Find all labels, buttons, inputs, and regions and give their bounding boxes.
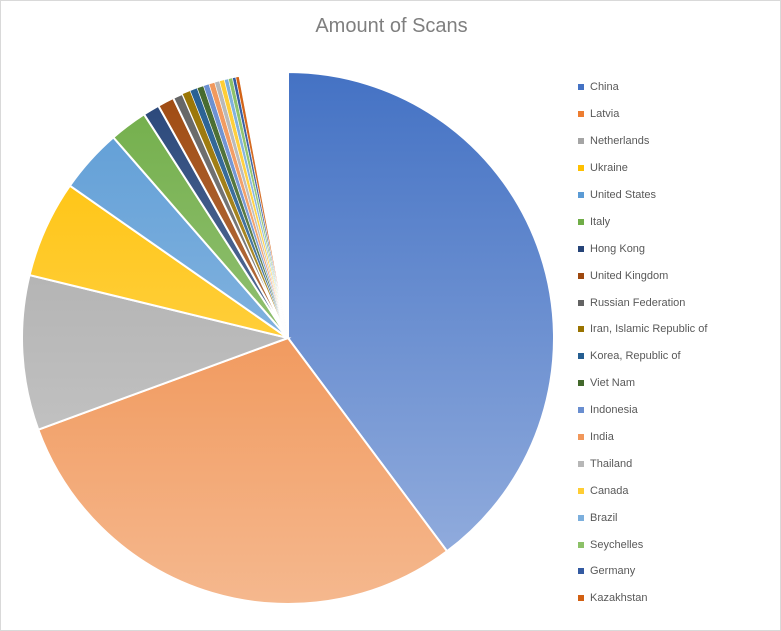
legend-label: China: [590, 81, 619, 94]
legend-swatch: [578, 84, 584, 91]
legend-label: Thailand: [590, 457, 633, 470]
legend-item-viet-nam: Viet Nam: [574, 370, 774, 397]
legend-item-iran-islamic-republic-of: Iran, Islamic Republic of: [574, 316, 774, 343]
legend-label: Viet Nam: [590, 377, 636, 390]
legend-item-thailand: Thailand: [574, 450, 774, 477]
legend-swatch: [578, 299, 584, 306]
legend-label: Netherlands: [590, 135, 650, 148]
legend-label: Canada: [590, 484, 629, 497]
legend-swatch: [578, 460, 584, 467]
legend-swatch: [578, 353, 584, 360]
legend-item-indonesia: Indonesia: [574, 397, 774, 424]
legend-swatch: [578, 245, 584, 252]
legend-label: Iran, Islamic Republic of: [590, 323, 708, 336]
legend-item-united-states: United States: [574, 182, 774, 209]
legend-label: Indonesia: [590, 404, 638, 417]
pie-slice-latvia: [37, 336, 449, 605]
legend-item-india: India: [574, 424, 774, 451]
legend-swatch: [578, 514, 584, 521]
legend-label: India: [590, 431, 614, 444]
legend-swatch: [578, 192, 584, 198]
legend-item-kazakhstan: Kazakhstan: [574, 585, 774, 612]
legend-item-china: China: [574, 74, 774, 101]
legend-item-hong-kong: Hong Kong: [574, 235, 774, 262]
legend-swatch: [578, 487, 584, 494]
legend-label: Kazakhstan: [590, 592, 648, 605]
legend-item-brazil: Brazil: [574, 504, 774, 531]
legend-item-united-kingdom: United Kingdom: [574, 262, 774, 289]
legend-label: Seychelles: [590, 538, 644, 551]
legend-label: Ukraine: [590, 162, 628, 175]
legend-swatch: [578, 380, 584, 387]
chart-legend: China Latvia Netherlands Ukraine United Stat…: [574, 74, 774, 612]
legend-swatch: [578, 595, 584, 602]
legend-label: Italy: [590, 215, 611, 228]
legend-item-korea-republic-of: Korea, Republic of: [574, 343, 774, 370]
legend-swatch: [578, 326, 584, 333]
chart-title: Amount of Scans: [315, 15, 468, 37]
legend-item-seychelles: Seychelles: [574, 531, 774, 558]
legend-swatch: [578, 407, 584, 414]
legend-item-netherlands: Netherlands: [574, 128, 774, 155]
pie-slice-kazakhstan: [235, 76, 289, 339]
legend-swatch: [578, 218, 584, 225]
legend-label: Latvia: [590, 108, 620, 121]
pie-slices: [21, 70, 555, 605]
legend-swatch: [578, 272, 584, 279]
legend-item-latvia: Latvia: [574, 101, 774, 128]
pie-slice-netherlands: [21, 273, 292, 431]
legend-swatch: [578, 568, 584, 575]
pie-slice-china: [287, 70, 555, 553]
legend-swatch: [578, 165, 584, 172]
legend-swatch: [578, 541, 584, 548]
legend-label: Russian Federation: [590, 296, 686, 309]
legend-label: United States: [590, 189, 657, 201]
legend-item-russian-federation: Russian Federation: [574, 289, 774, 316]
legend-label: United Kingdom: [590, 269, 669, 282]
legend-label: Germany: [590, 565, 636, 578]
legend-item-ukraine: Ukraine: [574, 155, 774, 182]
legend-swatch: [578, 434, 584, 441]
legend-label: Hong Kong: [590, 242, 646, 255]
legend-item-germany: Germany: [574, 558, 774, 585]
legend-item-italy: Italy: [574, 208, 774, 235]
legend-item-canada: Canada: [574, 477, 774, 504]
legend-swatch: [578, 138, 584, 145]
legend-label: Brazil: [590, 511, 618, 524]
legend-swatch: [578, 111, 584, 118]
legend-label: Korea, Republic of: [590, 350, 681, 363]
